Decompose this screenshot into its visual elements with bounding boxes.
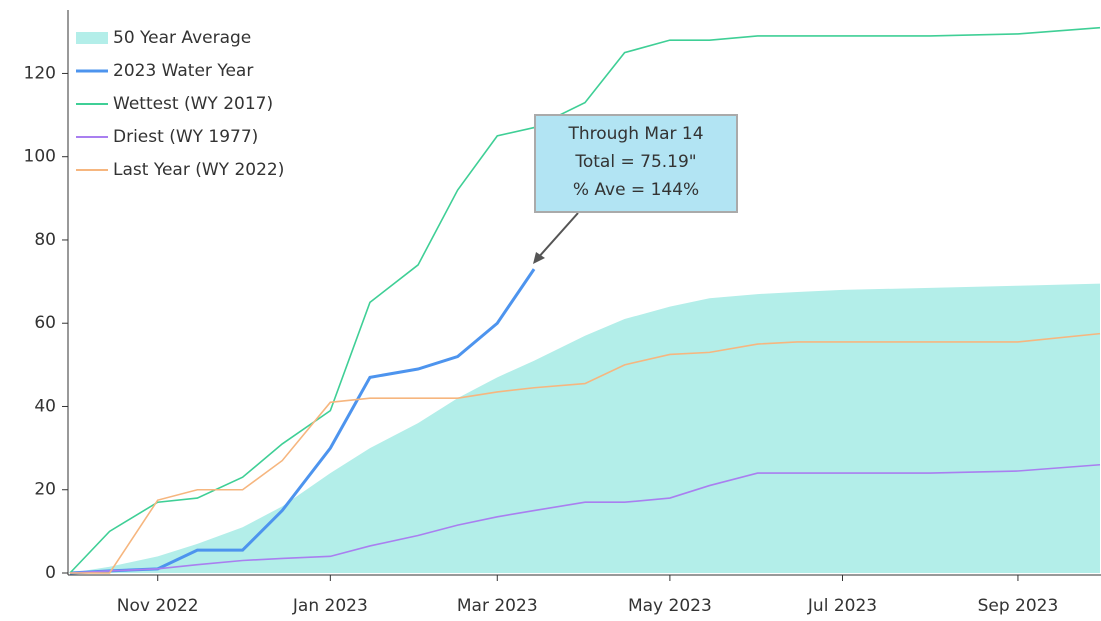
x-tick-label: Jul 2023: [807, 596, 877, 616]
y-tick-label: 100: [24, 147, 56, 167]
annotation-text: % Ave = 144%: [573, 180, 699, 200]
x-tick-label: Sep 2023: [978, 596, 1059, 616]
y-tick-label: 80: [34, 230, 56, 250]
legend-label: 2023 Water Year: [113, 61, 253, 81]
legend-label: Driest (WY 1977): [113, 127, 258, 147]
x-tick-label: Jan 2023: [292, 596, 368, 616]
x-tick-label: Mar 2023: [457, 596, 538, 616]
y-tick-label: 20: [34, 480, 56, 500]
annotation-arrow: [536, 212, 579, 260]
legend: 50 Year Average 2023 Water Year Wettest (W…: [76, 28, 284, 180]
y-tick-label: 120: [24, 63, 56, 83]
line: [69, 463, 1101, 574]
x-tick-label: May 2023: [628, 596, 712, 616]
area: [70, 283, 1100, 573]
y-tick-label: 0: [45, 563, 56, 583]
legend-label: 50 Year Average: [113, 28, 251, 48]
annotation: Through Mar 14 Total = 75.19" % Ave = 14…: [533, 114, 738, 264]
legend-label: Last Year (WY 2022): [113, 160, 284, 180]
annotation-box: [534, 114, 738, 213]
plot-area: [69, 26, 1101, 575]
y-tick-label: 40: [34, 396, 56, 416]
x-tick-label: Nov 2022: [117, 596, 199, 616]
line: [70, 332, 1101, 574]
annotation-text: Through Mar 14: [567, 124, 703, 144]
legend-label: Wettest (WY 2017): [113, 94, 273, 114]
y-tick-label: 60: [34, 313, 56, 333]
line: [69, 26, 1101, 574]
annotation-text: Total = 75.19": [574, 152, 696, 172]
annotation-arrowhead: [533, 252, 545, 264]
